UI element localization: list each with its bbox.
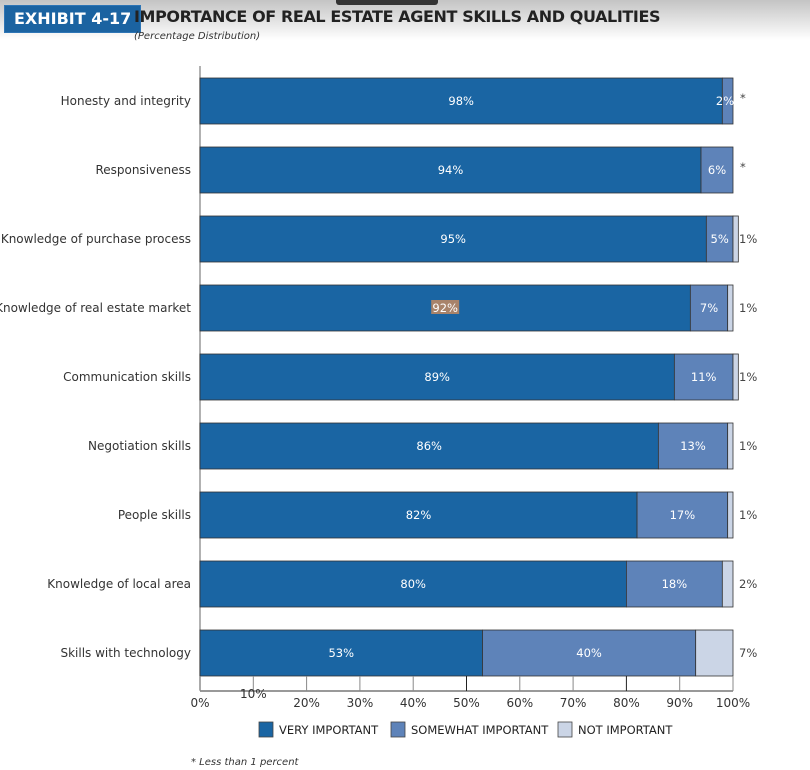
bar-segment-somewhat-important <box>636 491 729 539</box>
bar-segment-very-important <box>199 491 638 539</box>
bar-segment-not-important <box>732 353 739 401</box>
footnote-marker: * <box>740 160 746 174</box>
bar-segment-somewhat-important <box>673 353 734 401</box>
x-tick-label: 80% <box>613 696 640 710</box>
category-label: Skills with technology <box>60 646 191 660</box>
data-label: 5% <box>711 232 729 246</box>
chart-subtitle: (Percentage Distribution) <box>134 31 261 42</box>
bar-segment-very-important <box>199 77 723 125</box>
data-label: 95% <box>440 232 466 246</box>
data-label: 17% <box>670 508 696 522</box>
bar-segment-not-important <box>732 215 739 263</box>
data-label: 6% <box>708 163 726 177</box>
exhibit-badge: EXHIBIT 4-17 <box>4 5 142 33</box>
bar-segment-somewhat-important <box>626 560 723 608</box>
legend-swatch <box>390 721 406 738</box>
bar-segment-not-important <box>695 629 734 677</box>
bar-segment-not-important <box>727 284 734 332</box>
window-tab <box>336 0 438 5</box>
x-tick-label: 10% <box>240 687 267 701</box>
legend-swatch <box>557 721 573 738</box>
bar-segment-very-important <box>199 353 675 401</box>
category-label: Knowledge of purchase process <box>1 232 191 246</box>
bar-segment-somewhat-important <box>657 422 729 470</box>
x-tick-label: 90% <box>666 696 693 710</box>
bar-segment-not-important <box>727 491 734 539</box>
data-label: 2% <box>739 577 757 591</box>
x-tick-label: 0% <box>190 696 209 710</box>
category-label: Responsiveness <box>95 163 191 177</box>
data-label: 1% <box>739 508 757 522</box>
x-tick-label: 100% <box>716 696 750 710</box>
data-label: 82% <box>406 508 432 522</box>
bar-segment-very-important <box>199 560 627 608</box>
footnote: * Less than 1 percent <box>191 757 300 768</box>
data-label: 94% <box>438 163 464 177</box>
data-label: 11% <box>691 370 717 384</box>
data-label: 80% <box>400 577 426 591</box>
category-label: Communication skills <box>63 370 191 384</box>
legend-label: NOT IMPORTANT <box>578 723 673 737</box>
label-highlight <box>431 300 460 314</box>
category-label: Knowledge of local area <box>47 577 191 591</box>
data-label: 7% <box>700 301 718 315</box>
x-tick-label: 30% <box>347 696 374 710</box>
category-label: People skills <box>118 508 191 522</box>
data-label: 13% <box>680 439 706 453</box>
data-label: 1% <box>739 232 757 246</box>
bar-segment-somewhat-important <box>482 629 697 677</box>
x-tick-label: 50% <box>453 696 480 710</box>
data-label: 1% <box>739 301 757 315</box>
x-tick-label: 70% <box>560 696 587 710</box>
data-label: 92% <box>432 301 458 315</box>
chart-title: IMPORTANCE OF REAL ESTATE AGENT SKILLS A… <box>134 7 661 26</box>
data-label: 1% <box>739 439 757 453</box>
data-label: 1% <box>739 370 757 384</box>
category-label: Honesty and integrity <box>61 94 191 108</box>
data-label: 40% <box>576 646 602 660</box>
data-label: 98% <box>448 94 474 108</box>
bar-segment-not-important <box>727 422 734 470</box>
footnote-marker: * <box>740 91 746 105</box>
x-tick-label: 60% <box>506 696 533 710</box>
bar-segment-very-important <box>199 422 659 470</box>
category-label: Knowledge of real estate market <box>0 301 191 315</box>
bar-segment-very-important <box>199 629 483 677</box>
data-label: 2% <box>716 94 734 108</box>
data-label: 86% <box>416 439 442 453</box>
bar-segment-not-important <box>721 560 734 608</box>
bar-segment-somewhat-important <box>700 146 734 194</box>
legend-swatch <box>258 721 274 738</box>
data-label: 7% <box>739 646 757 660</box>
category-label: Negotiation skills <box>88 439 191 453</box>
data-label: 53% <box>328 646 354 660</box>
bar-segment-somewhat-important <box>689 284 729 332</box>
data-label: 89% <box>424 370 450 384</box>
x-tick-label: 20% <box>293 696 320 710</box>
data-label: 18% <box>662 577 688 591</box>
bar-segment-somewhat-important <box>721 77 734 125</box>
legend-label: VERY IMPORTANT <box>279 723 379 737</box>
x-tick-label: 40% <box>400 696 427 710</box>
legend-label: SOMEWHAT IMPORTANT <box>411 723 549 737</box>
